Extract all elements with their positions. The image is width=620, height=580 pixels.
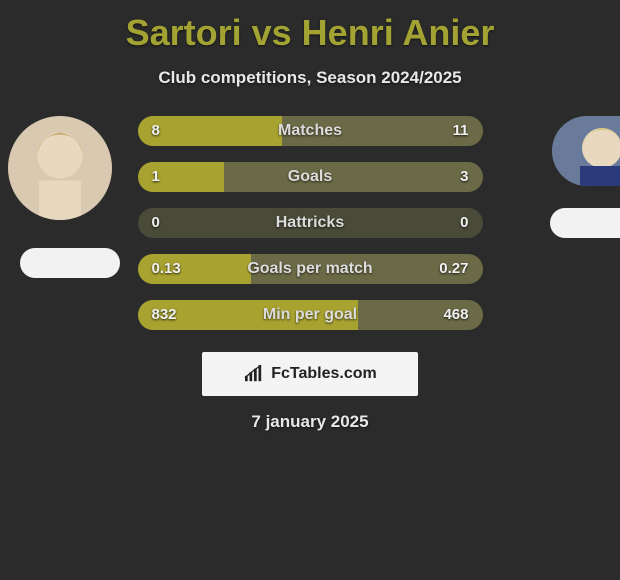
- stat-right-value: 468: [429, 300, 482, 330]
- stat-label: Goals: [138, 162, 483, 192]
- subtitle: Club competitions, Season 2024/2025: [0, 68, 620, 88]
- footer-brand-text: FcTables.com: [271, 365, 377, 383]
- stat-row-min-per-goal: 832 Min per goal 468: [138, 300, 483, 330]
- date-text: 7 january 2025: [0, 412, 620, 432]
- avatar-placeholder-icon: [8, 116, 112, 220]
- stat-right-value: 0.27: [425, 254, 482, 284]
- stat-row-hattricks: 0 Hattricks 0: [138, 208, 483, 238]
- avatar-placeholder-icon: [552, 116, 620, 186]
- stat-right-value: 3: [446, 162, 482, 192]
- stat-row-matches: 8 Matches 11: [138, 116, 483, 146]
- player-left-flag: [20, 248, 120, 278]
- stat-row-goals: 1 Goals 3: [138, 162, 483, 192]
- footer-brand-box: FcTables.com: [202, 352, 418, 396]
- player-right-avatar: [552, 116, 620, 186]
- player-right-flag: [550, 208, 620, 238]
- player-left-avatar: [8, 116, 112, 220]
- stat-row-goals-per-match: 0.13 Goals per match 0.27: [138, 254, 483, 284]
- chart-icon: [243, 365, 265, 383]
- page-title: Sartori vs Henri Anier: [0, 0, 620, 54]
- stat-right-value: 0: [446, 208, 482, 238]
- comparison-panel: 8 Matches 11 1 Goals 3 0 Hattricks 0 0.1…: [0, 116, 620, 432]
- stat-label: Matches: [138, 116, 483, 146]
- stat-right-value: 11: [439, 116, 483, 146]
- stat-label: Hattricks: [138, 208, 483, 238]
- stats-bars: 8 Matches 11 1 Goals 3 0 Hattricks 0 0.1…: [138, 116, 483, 330]
